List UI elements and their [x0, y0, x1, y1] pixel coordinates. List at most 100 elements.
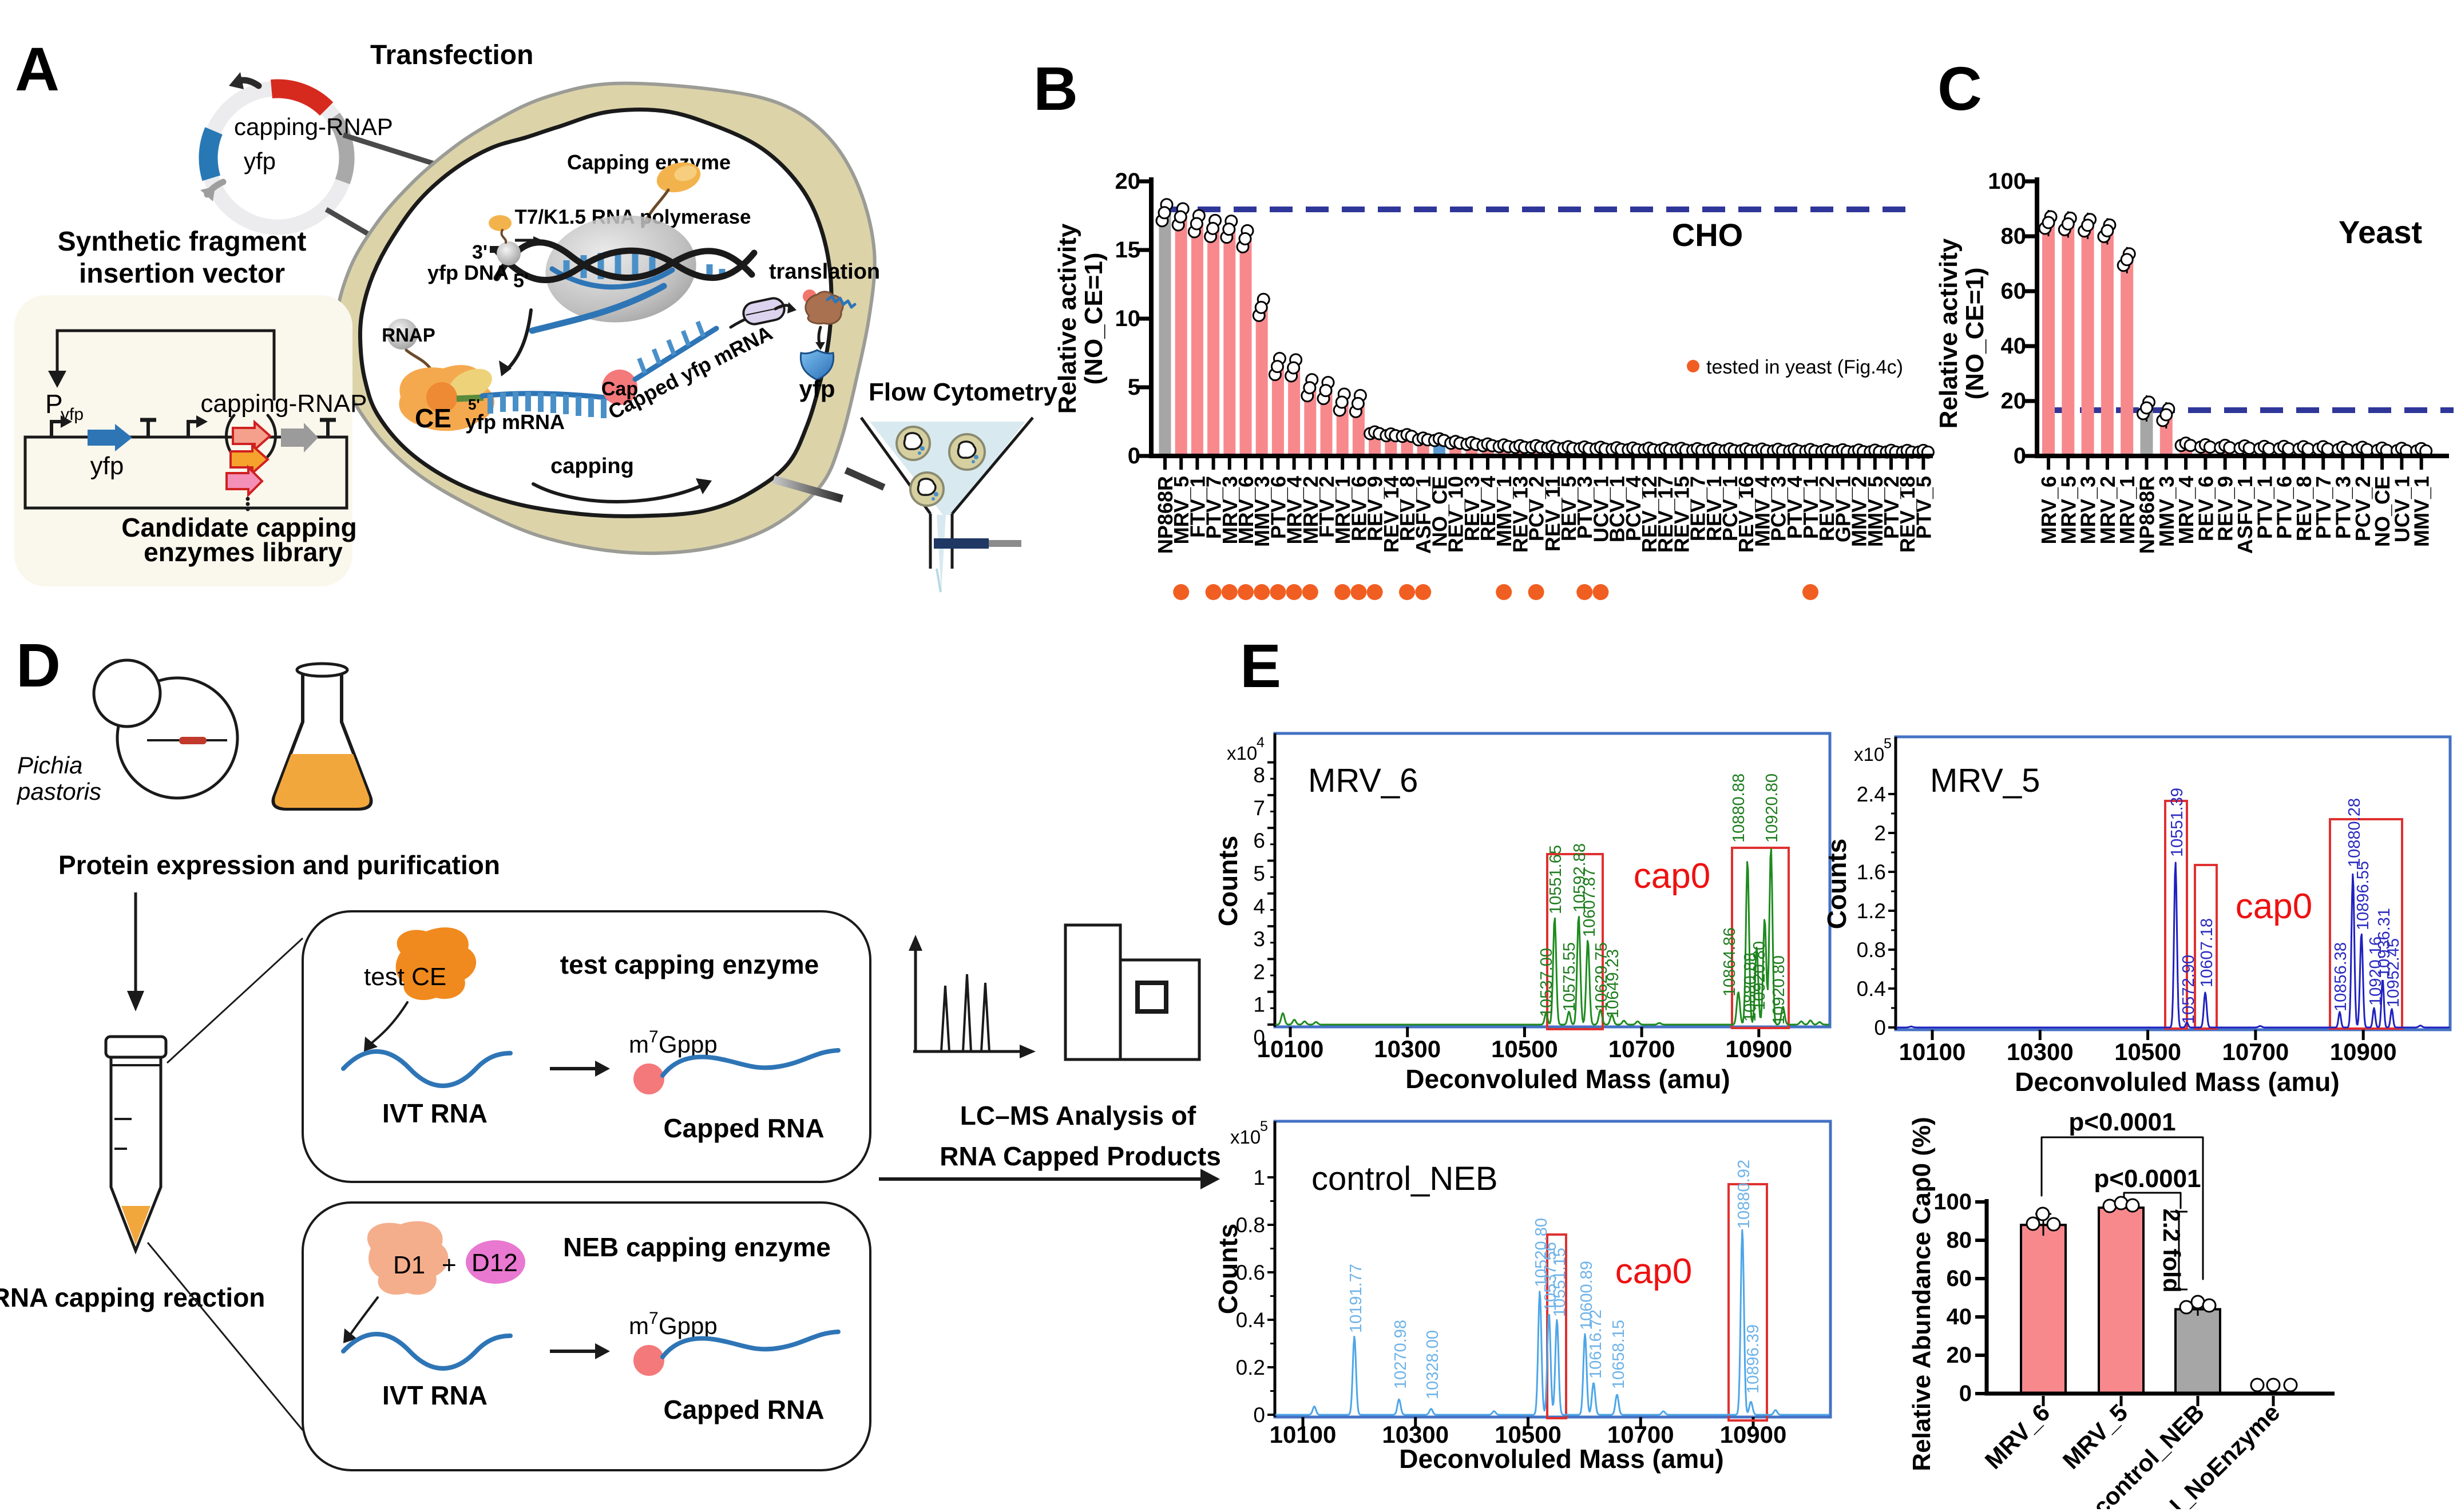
svg-text:MMV_2: MMV_2 [1848, 476, 1871, 547]
svg-text:20: 20 [2001, 388, 2027, 414]
svg-text:0.8: 0.8 [1857, 938, 1886, 962]
svg-text:2: 2 [1874, 822, 1886, 845]
svg-text:10700: 10700 [1607, 1421, 1674, 1448]
svg-text:insertion vector: insertion vector [79, 259, 285, 289]
svg-text:NP868R: NP868R [2135, 476, 2159, 554]
svg-text:MRV_4: MRV_4 [1283, 476, 1306, 544]
svg-text:0: 0 [1253, 1026, 1265, 1049]
svg-text:UCV_1: UCV_1 [1589, 476, 1612, 542]
svg-text:40: 40 [2001, 334, 2027, 359]
svg-text:PTV_1: PTV_1 [1799, 476, 1822, 539]
svg-text:yfp mRNA: yfp mRNA [465, 410, 565, 434]
svg-text:+: + [442, 1251, 457, 1279]
svg-text:80: 80 [2001, 224, 2027, 249]
svg-text:0: 0 [1253, 1403, 1265, 1427]
svg-text:test CE: test CE [364, 963, 446, 991]
svg-text:Deconvoluled Mass (amu): Deconvoluled Mass (amu) [2015, 1067, 2339, 1097]
svg-text:10551.15: 10551.15 [1551, 1248, 1569, 1317]
svg-text:0: 0 [2014, 443, 2026, 469]
svg-text:FTV_1: FTV_1 [1186, 476, 1209, 538]
svg-text:IVT RNA: IVT RNA [382, 1098, 488, 1128]
svg-text:10880.92: 10880.92 [1735, 1160, 1753, 1229]
svg-text:10880.88: 10880.88 [1730, 773, 1748, 843]
svg-text:10537.56: 10537.56 [1541, 1242, 1560, 1311]
svg-text:D1: D1 [393, 1251, 425, 1279]
svg-text:0: 0 [1959, 1381, 1972, 1406]
svg-text:Relative Abundance Cap0 (%): Relative Abundance Cap0 (%) [1908, 1117, 1936, 1471]
svg-text:100: 100 [1933, 1189, 1972, 1215]
svg-text:CE: CE [415, 403, 451, 433]
svg-text:10300: 10300 [1374, 1035, 1441, 1062]
svg-text:0: 0 [1874, 1016, 1886, 1039]
svg-text:PTV_3: PTV_3 [2332, 476, 2355, 539]
svg-text:REV_8: REV_8 [2292, 476, 2316, 541]
svg-text:REV_9: REV_9 [2214, 476, 2237, 541]
svg-text:1: 1 [1253, 993, 1265, 1017]
svg-text:PTV_4: PTV_4 [1783, 476, 1806, 539]
svg-text:yfp: yfp [799, 375, 835, 402]
svg-text:MRV_3: MRV_3 [2076, 476, 2100, 544]
svg-text:5: 5 [1253, 862, 1265, 886]
svg-text:10880.88: 10880.88 [1741, 953, 1759, 1022]
svg-text:MRV_4: MRV_4 [2174, 476, 2198, 544]
svg-text:capping: capping [550, 454, 634, 478]
svg-text:REV_7: REV_7 [1686, 476, 1710, 541]
svg-text:2: 2 [1253, 960, 1265, 983]
svg-text:A: A [15, 34, 60, 104]
svg-text:REV_3: REV_3 [1460, 476, 1484, 541]
svg-text:yfp DNA: yfp DNA [427, 261, 509, 284]
svg-text:MRV_6: MRV_6 [1308, 762, 1418, 799]
svg-text:MRV_6: MRV_6 [2037, 476, 2060, 544]
svg-text:Relative activity: Relative activity [1053, 223, 1081, 414]
svg-text:80: 80 [1947, 1228, 1972, 1253]
svg-text:p<0.0001: p<0.0001 [2068, 1108, 2175, 1136]
svg-text:10856.38: 10856.38 [2332, 942, 2350, 1011]
svg-text:MMV_5: MMV_5 [1864, 476, 1887, 547]
svg-text:0.4: 0.4 [1236, 1308, 1265, 1332]
svg-text:MRV_5: MRV_5 [2056, 476, 2080, 544]
svg-text:10700: 10700 [1608, 1035, 1675, 1062]
svg-text:UCV_1: UCV_1 [2390, 476, 2414, 542]
svg-text:10629.75: 10629.75 [1592, 942, 1611, 1011]
svg-text:Gppp: Gppp [659, 1312, 718, 1339]
svg-text:PCV_2: PCV_2 [1525, 476, 1548, 541]
svg-text:REV_8: REV_8 [1396, 476, 1419, 541]
svg-text:NEB capping enzyme: NEB capping enzyme [563, 1232, 831, 1262]
svg-text:1.2: 1.2 [1857, 899, 1886, 923]
svg-text:PTV_7: PTV_7 [1202, 476, 1226, 539]
svg-text:Protein expression and purific: Protein expression and purification [58, 850, 500, 880]
svg-text:translation: translation [769, 260, 880, 284]
svg-text:RNA capping reaction: RNA capping reaction [0, 1283, 265, 1312]
svg-text:cap0: cap0 [1615, 1252, 1692, 1291]
svg-text:REV_13: REV_13 [1508, 476, 1532, 553]
svg-text:4: 4 [1257, 735, 1265, 751]
svg-text:MRV_2: MRV_2 [2096, 476, 2119, 544]
svg-text:3': 3' [472, 241, 488, 263]
svg-text:10575.55: 10575.55 [1560, 942, 1579, 1011]
svg-text:Synthetic fragment: Synthetic fragment [58, 227, 307, 257]
svg-text:Cap: Cap [601, 378, 638, 400]
svg-text:MRV_2: MRV_2 [1299, 476, 1322, 544]
svg-text:10900: 10900 [2330, 1038, 2397, 1065]
svg-text:REV_6: REV_6 [1347, 476, 1370, 541]
svg-text:2.4: 2.4 [1857, 783, 1886, 806]
svg-text:PCV_1: PCV_1 [1718, 476, 1742, 541]
svg-text:cap0: cap0 [1634, 856, 1710, 896]
svg-text:C: C [1937, 54, 1982, 123]
svg-text:10607.87: 10607.87 [1580, 868, 1599, 937]
svg-text:m: m [629, 1031, 649, 1058]
svg-text:(NO_CE=1): (NO_CE=1) [1080, 252, 1108, 384]
svg-text:10551.65: 10551.65 [1547, 845, 1565, 914]
svg-text:MRV_1: MRV_1 [2115, 476, 2139, 544]
svg-text:B: B [1033, 54, 1078, 123]
svg-text:10100: 10100 [1257, 1035, 1324, 1062]
svg-text:MMV_4: MMV_4 [1750, 476, 1774, 547]
svg-text:RNA Capped Products: RNA Capped Products [940, 1141, 1221, 1171]
svg-text:10900: 10900 [1720, 1421, 1787, 1448]
svg-text:6: 6 [1253, 829, 1265, 852]
svg-text:Deconvoluled Mass (amu): Deconvoluled Mass (amu) [1399, 1444, 1723, 1474]
svg-text:yfp: yfp [244, 148, 276, 174]
svg-text:RNAP: RNAP [382, 324, 435, 346]
svg-text:3: 3 [1253, 927, 1265, 951]
svg-text:10616.72: 10616.72 [1587, 1309, 1605, 1379]
